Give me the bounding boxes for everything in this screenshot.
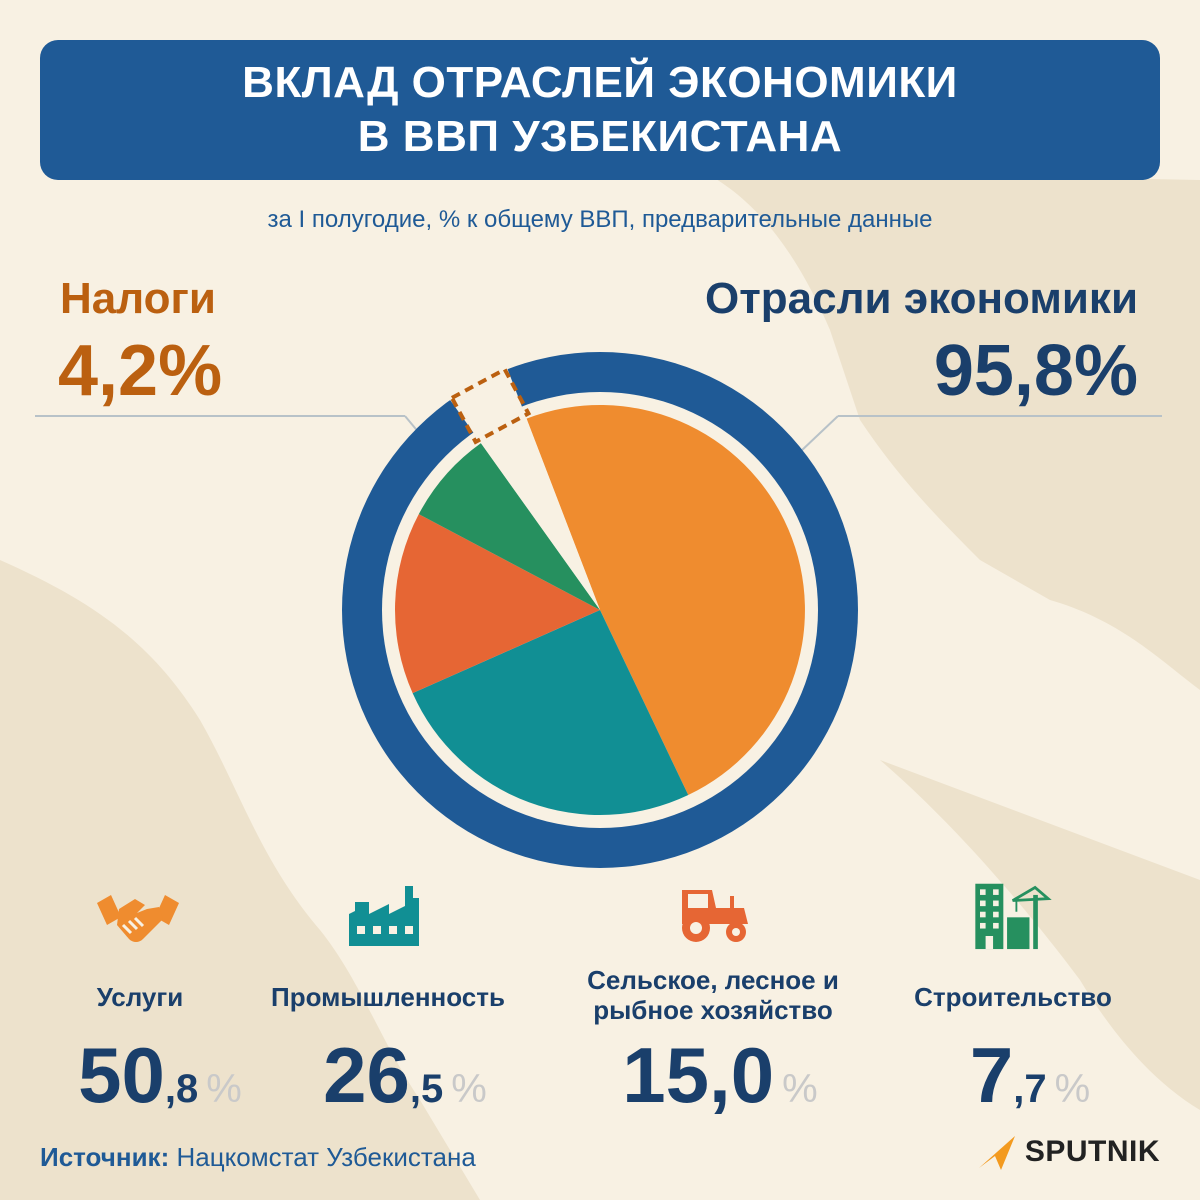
sector-label-construction: Строительство [863,982,1163,1012]
value-int: 50 [78,1031,165,1119]
sector-value-industry: 26,5% [255,1030,555,1121]
sector-label-services: Услуги [0,982,290,1012]
taxes-label: Налоги [60,274,216,323]
title-line-1: ВКЛАД ОТРАСЛЕЙ ЭКОНОМИКИ [242,58,958,107]
tractor-icon [682,890,748,942]
sectors-total-label: Отрасли экономики [705,274,1138,323]
sputnik-logo-icon [978,1136,1015,1170]
map-region-shape [700,170,1200,690]
value-percent: % [206,1067,242,1111]
value-percent: % [782,1067,818,1111]
sector-label-industry: Промышленность [238,982,538,1012]
tax-marker [448,366,600,610]
sector-label-construction-text: Строительство [914,982,1112,1012]
sector-value-construction: 7,7% [880,1030,1180,1121]
slice-services [526,405,805,796]
sector-value-agriculture: 15,0% [570,1030,870,1121]
sector-label-industry-text: Промышленность [271,982,505,1012]
sectors-total-value: 95,8% [933,331,1138,411]
value-decimal: ,5 [409,1067,444,1111]
value-percent: % [1054,1067,1091,1111]
sector-label-agriculture-line-2: рыбное хозяйство [593,995,833,1025]
factory-icon [349,886,419,946]
value-int: 26 [323,1031,410,1119]
value-int: 7 [969,1031,1014,1119]
brand-text: SPUTNIK [1024,1135,1160,1168]
value-decimal: ,7 [1013,1067,1047,1111]
slice-agriculture [395,514,600,694]
map-region-shape [0,560,480,1200]
sector-label-agriculture: Сельское, лесное и рыбное хозяйство [563,965,863,1025]
handshake-icon [97,895,179,942]
taxes-value: 4,2% [58,331,223,411]
pie-slices [395,405,805,815]
sector-value-services: 50,8% [10,1030,310,1121]
slice-taxes [448,367,600,610]
value-decimal: ,8 [164,1067,199,1111]
brand-logo: SPUTNIK [977,1132,1160,1172]
slice-construction [418,443,600,610]
sectors-leader-diagonal [799,415,839,453]
slice-industry [412,610,689,815]
building-crane-icon [975,883,1052,950]
taxes-dashed-box [449,366,532,445]
sector-label-services-text: Услуги [96,982,184,1012]
source-text: Нацкомстат Узбекистана [176,1142,476,1172]
value-percent: % [451,1067,487,1111]
sector-label-agriculture-line-1: Сельское, лесное и [587,965,839,995]
title-banner: ВКЛАД ОТРАСЛЕЙ ЭКОНОМИКИ В ВВП УЗБЕКИСТА… [40,40,1160,180]
map-region-shape [880,760,1200,1110]
value-int: 15,0 [622,1031,775,1119]
subtitle: за I полугодие, % к общему ВВП, предвари… [267,206,933,233]
source-prefix: Источник: [40,1142,170,1172]
title-line-2: В ВВП УЗБЕКИСТАНА [357,112,843,161]
source-note: Источник: Нацкомстат Узбекистана [40,1142,476,1173]
